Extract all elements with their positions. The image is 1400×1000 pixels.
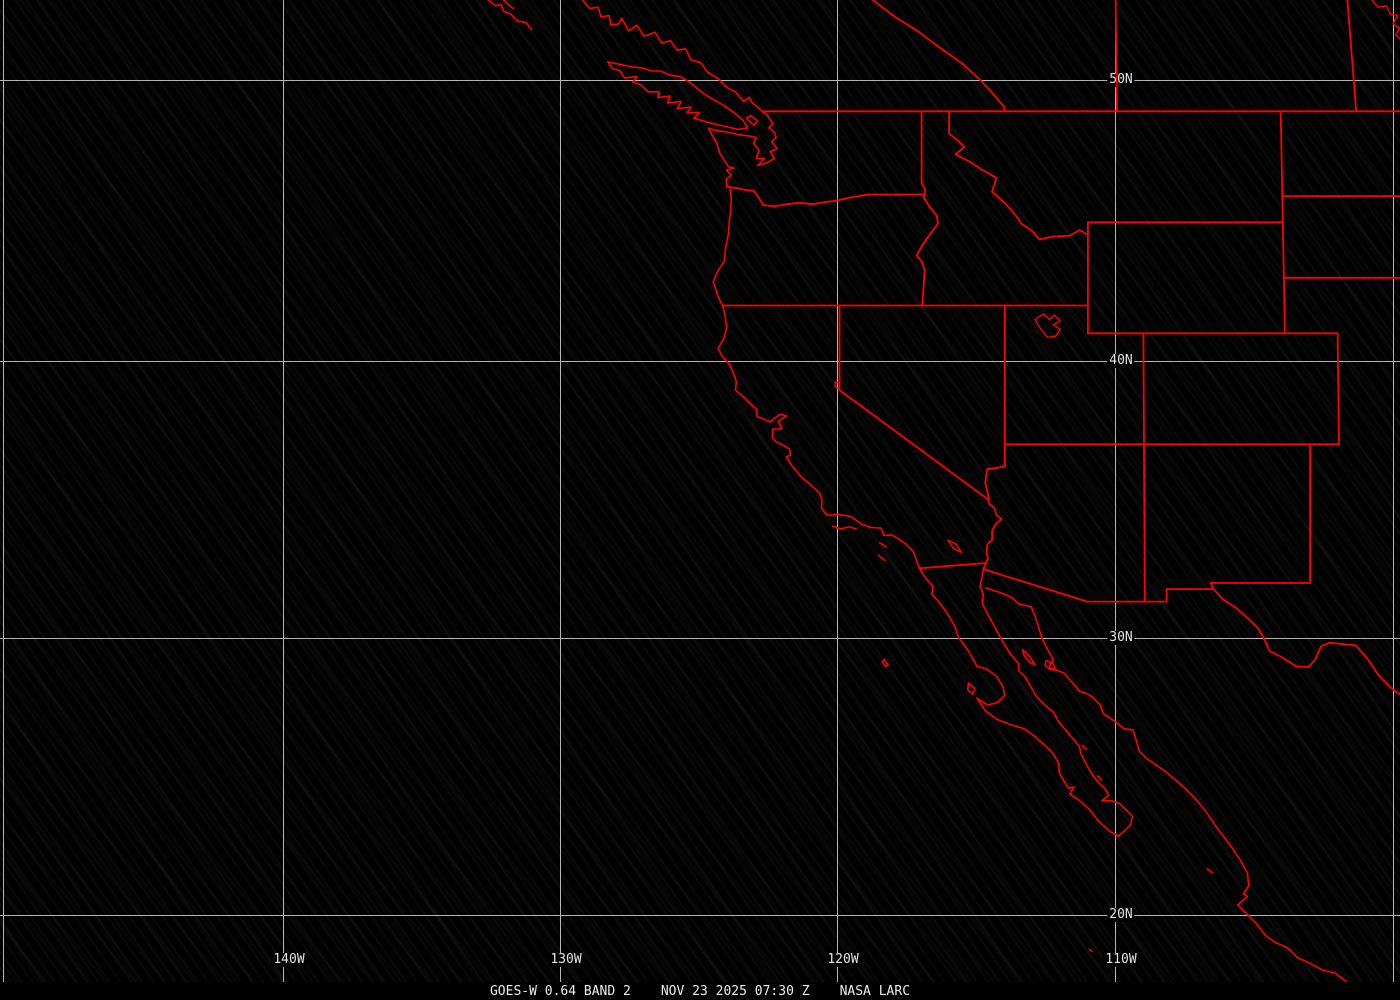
coastline-sonora-sinaloa-coast [985,587,1362,991]
caption-bar: GOES-W 0.64 BAND 2 NOV 23 2025 07:30 Z N… [0,982,1400,1000]
border-alberta-saskatchewan-110w [1114,0,1118,113]
border-nevada-arizona-colorado-river [984,443,1006,501]
border-california-arizona-colorado-river [985,498,1003,564]
lon-label-140w: 140W [271,952,307,967]
island-angel-de-la-guarda-island [1021,648,1036,666]
border-colorado-river-mouth [982,562,987,570]
caption-instrument: GOES-W 0.64 BAND 2 [489,983,631,999]
lon-label-110w: 110W [1103,952,1139,967]
lat-label-30n: 30N [1107,630,1135,645]
lake-salton-sea [947,539,963,554]
border-us-mexico-california [918,562,987,570]
border-colorado-east-102w [1336,332,1340,446]
coastline-california-coast [717,304,921,570]
coastline-gulf-islands [745,114,759,126]
island-tiburon-island [1044,659,1057,672]
island-catalina-island [878,542,887,548]
island-san-clemente-island [877,554,886,561]
caption-datetime: NOV 23 2025 07:30 Z [660,983,810,999]
border-bc-alberta-divide [871,0,1006,113]
border-us-mexico-arizona-new-mexico [982,568,1215,603]
lon-label-130w: 130W [548,952,584,967]
border-california-nevada [838,304,990,501]
lat-label-40n: 40N [1107,353,1135,368]
lake-great-salt-lake [1034,313,1061,339]
coastline-haida-gwaii [487,0,533,31]
island-northern-channel-islands [831,525,857,530]
coastline-baja-west-coast [918,567,1120,837]
lat-label-20n: 20N [1107,907,1135,922]
island-socorro-island [1088,948,1093,953]
border-el-paso-corner [1209,582,1215,590]
border-rio-grande [1212,588,1400,696]
coastline-washington-coast-puget-sound [707,110,778,188]
border-washington-oregon-columbia-river [725,185,926,208]
coastline-oregon-coast [712,188,733,307]
lon-label-120w: 120W [825,952,861,967]
island-tres-marias-islands [1206,868,1214,874]
border-oregon-idaho-snake-river [915,181,939,307]
border-utah-colorado-arizona-new-mexico-109w [1142,332,1146,603]
lake-manitoba-lakes [1370,0,1400,40]
coastline-baja-east-coast [979,569,1134,837]
border-montana-wyoming-east-104w [1279,110,1286,335]
island-guadalupe-island [881,658,889,668]
border-saskatchewan-manitoba [1346,0,1358,113]
coastline-bc-mainland [581,0,763,113]
caption-credit: NASA LARC [839,983,911,999]
coastline-haida-islet [502,0,515,10]
coastline-vancouver-island [607,61,749,131]
island-gulf-islet-carmen [1081,744,1088,751]
border-idaho-montana-divide [948,110,1089,241]
lat-label-50n: 50N [1107,72,1135,87]
island-gulf-islet-espiritu-santo [1096,775,1103,781]
island-cedros-island [966,682,976,695]
